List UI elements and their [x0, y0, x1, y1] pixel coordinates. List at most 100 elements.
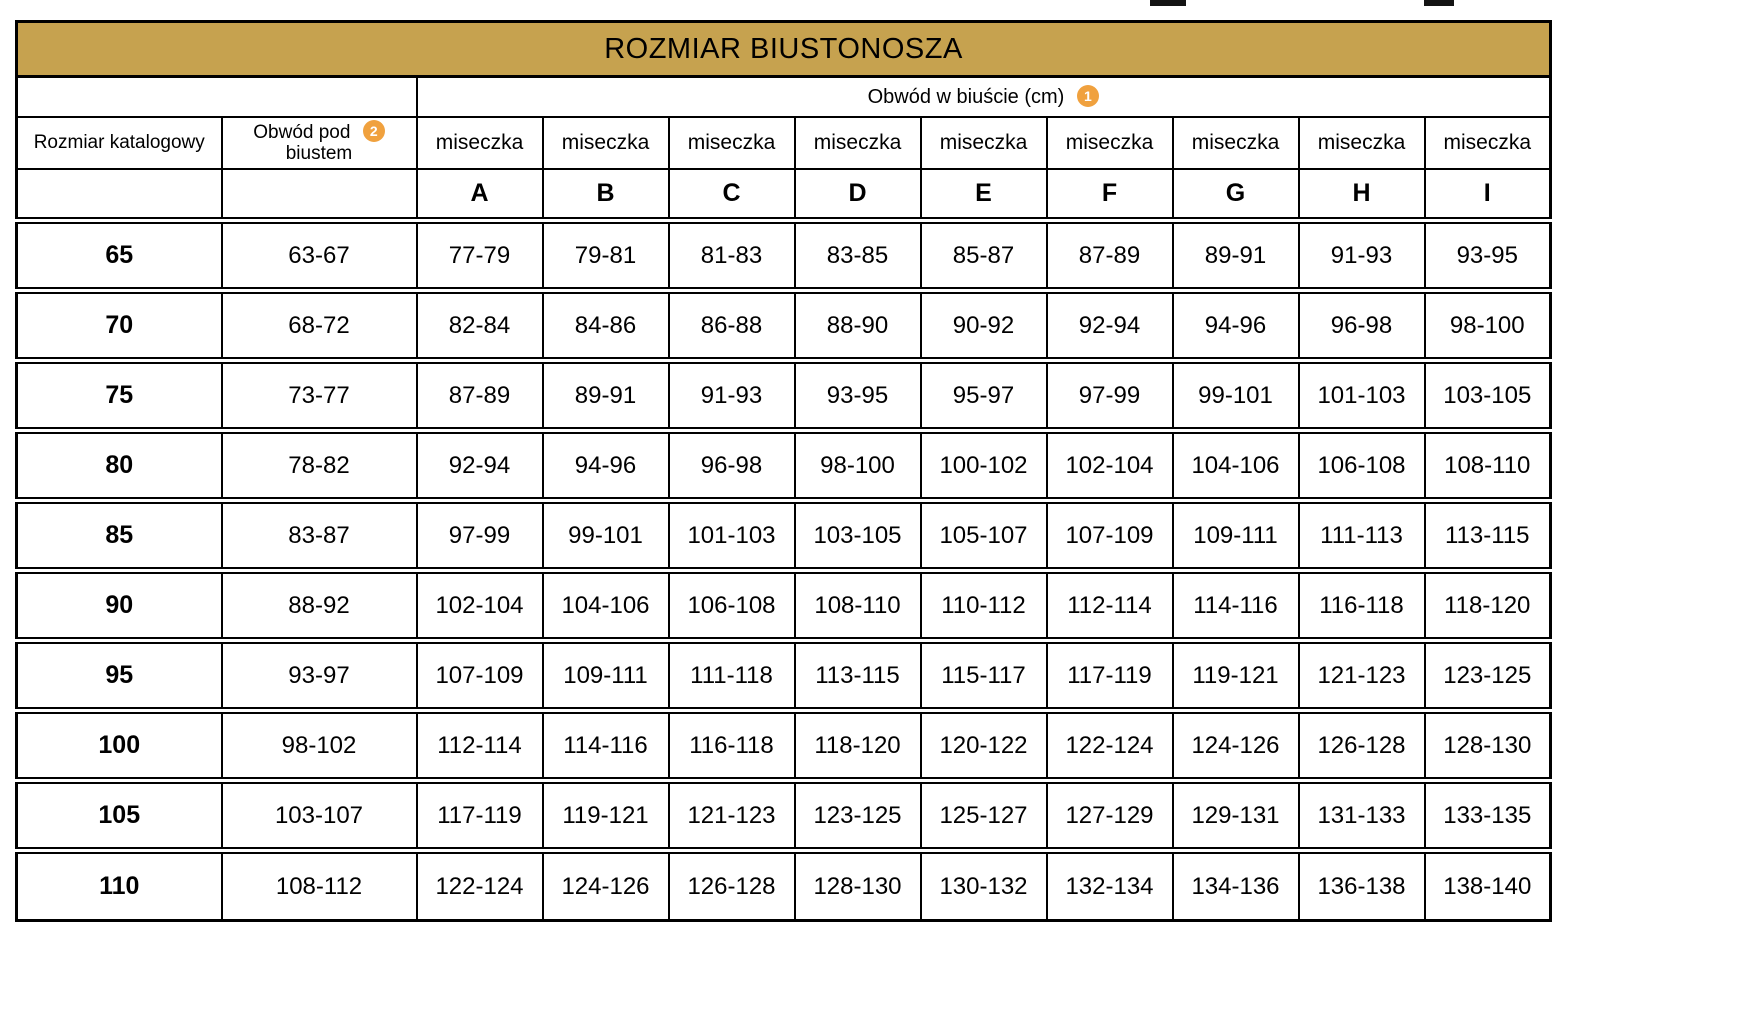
underbust-range-cell: 98-102: [220, 707, 418, 782]
table-row: 105 103-107 117-119 119-121 121-123 123-125 12…: [15, 777, 1552, 852]
cup-letter-header: H: [1297, 167, 1426, 222]
cup-range-cell: 119-121: [541, 777, 670, 852]
cup-range-cell: 104-106: [1171, 427, 1300, 502]
table-row: 95 93-97 107-109 109-111 111-118 113-115 115-1…: [15, 637, 1552, 712]
cup-range-cell: 103-105: [1423, 357, 1552, 432]
table-row: 75 73-77 87-89 89-91 91-93 93-95 95-97 97-99 99-…: [15, 357, 1552, 432]
cup-range-cell: 81-83: [667, 217, 796, 292]
cup-range-cell: 87-89: [1045, 217, 1174, 292]
cup-range-cell: 123-125: [793, 777, 922, 852]
underbust-range-cell: 103-107: [220, 777, 418, 852]
cup-header: miseczka: [919, 115, 1048, 170]
cup-header: miseczka: [1045, 115, 1174, 170]
cup-range-cell: 117-119: [415, 777, 544, 852]
cup-letter-header: A: [415, 167, 544, 222]
cup-range-cell: 131-133: [1297, 777, 1426, 852]
cup-range-cell: 116-118: [1297, 567, 1426, 642]
catalog-size-cell: 85: [15, 497, 223, 572]
table-row: 100 98-102 112-114 114-116 116-118 118-120 120…: [15, 707, 1552, 782]
cup-range-cell: 121-123: [667, 777, 796, 852]
cup-range-cell: 112-114: [1045, 567, 1174, 642]
cup-range-cell: 99-101: [1171, 357, 1300, 432]
cup-letters-row: A B C D E F G H I: [15, 167, 1552, 222]
cup-range-cell: 89-91: [1171, 217, 1300, 292]
table-title: ROZMIAR BIUSTONOSZA: [15, 20, 1552, 78]
underbust-range-cell: 83-87: [220, 497, 418, 572]
cup-range-cell: 84-86: [541, 287, 670, 362]
cup-range-cell: 105-107: [919, 497, 1048, 572]
footnote-1-badge: 1: [1076, 84, 1099, 107]
cup-range-cell: 108-110: [1423, 427, 1552, 502]
cup-header: miseczka: [1297, 115, 1426, 170]
cup-header: miseczka: [1423, 115, 1552, 170]
cup-range-cell: 93-95: [1423, 217, 1552, 292]
crop-artifact: [1150, 0, 1186, 6]
cup-range-cell: 121-123: [1297, 637, 1426, 712]
cup-range-cell: 106-108: [667, 567, 796, 642]
cup-range-cell: 125-127: [919, 777, 1048, 852]
empty-cell: [15, 75, 418, 118]
underbust-range-cell: 73-77: [220, 357, 418, 432]
cup-range-cell: 94-96: [1171, 287, 1300, 362]
cup-range-cell: 108-110: [793, 567, 922, 642]
catalog-size-cell: 70: [15, 287, 223, 362]
cup-range-cell: 85-87: [919, 217, 1048, 292]
table-row: 110 108-112 122-124 124-126 126-128 128-130 13…: [15, 847, 1552, 922]
table-row: 65 63-67 77-79 79-81 81-83 83-85 85-87 87-89 89-…: [15, 217, 1552, 292]
cup-range-cell: 111-118: [667, 637, 796, 712]
table-row: 85 83-87 97-99 99-101 101-103 103-105 105-107 1…: [15, 497, 1552, 572]
cup-header: miseczka: [667, 115, 796, 170]
cup-range-cell: 130-132: [919, 847, 1048, 922]
title-row: ROZMIAR BIUSTONOSZA: [15, 20, 1552, 78]
cup-range-cell: 95-97: [919, 357, 1048, 432]
cup-range-cell: 103-105: [793, 497, 922, 572]
cup-range-cell: 102-104: [415, 567, 544, 642]
cup-range-cell: 124-126: [541, 847, 670, 922]
cup-letter-header: D: [793, 167, 922, 222]
bust-circumference-label: Obwód w biuście (cm): [867, 85, 1065, 108]
cup-range-cell: 97-99: [1045, 357, 1174, 432]
bust-group-row: Obwód w biuście (cm) 1: [15, 75, 1552, 118]
underbust-range-cell: 88-92: [220, 567, 418, 642]
cup-range-cell: 92-94: [1045, 287, 1174, 362]
cup-range-cell: 112-114: [415, 707, 544, 782]
cup-range-cell: 138-140: [1423, 847, 1552, 922]
cup-range-cell: 128-130: [793, 847, 922, 922]
cup-range-cell: 92-94: [415, 427, 544, 502]
cup-range-cell: 107-109: [415, 637, 544, 712]
cup-range-cell: 101-103: [1297, 357, 1426, 432]
cup-range-cell: 98-100: [793, 427, 922, 502]
cup-range-cell: 90-92: [919, 287, 1048, 362]
cup-range-cell: 88-90: [793, 287, 922, 362]
cup-range-cell: 118-120: [793, 707, 922, 782]
cup-range-cell: 118-120: [1423, 567, 1552, 642]
underbust-range-cell: 93-97: [220, 637, 418, 712]
cup-range-cell: 104-106: [541, 567, 670, 642]
bra-size-chart-table: ROZMIAR BIUSTONOSZA Obwód w biuście (cm)…: [15, 20, 1553, 922]
cup-range-cell: 113-115: [793, 637, 922, 712]
cup-range-cell: 129-131: [1171, 777, 1300, 852]
catalog-size-cell: 100: [15, 707, 223, 782]
underbust-range-cell: 63-67: [220, 217, 418, 292]
cup-range-cell: 114-116: [1171, 567, 1300, 642]
cup-range-cell: 120-122: [919, 707, 1048, 782]
cup-range-cell: 83-85: [793, 217, 922, 292]
cup-range-cell: 126-128: [667, 847, 796, 922]
cup-range-cell: 133-135: [1423, 777, 1552, 852]
cup-header: miseczka: [793, 115, 922, 170]
cup-header: miseczka: [541, 115, 670, 170]
table-row: 80 78-82 92-94 94-96 96-98 98-100 100-102 102-1…: [15, 427, 1552, 502]
catalog-size-cell: 95: [15, 637, 223, 712]
cup-range-cell: 99-101: [541, 497, 670, 572]
underbust-range-cell: 108-112: [220, 847, 418, 922]
cup-range-cell: 111-113: [1297, 497, 1426, 572]
empty-cell: [15, 167, 223, 222]
cup-range-cell: 109-111: [541, 637, 670, 712]
cup-range-cell: 96-98: [667, 427, 796, 502]
underbust-label-line2: biustem: [285, 143, 353, 165]
cup-range-cell: 122-124: [1045, 707, 1174, 782]
cup-range-cell: 102-104: [1045, 427, 1174, 502]
cup-range-cell: 89-91: [541, 357, 670, 432]
cup-range-cell: 136-138: [1297, 847, 1426, 922]
cup-range-cell: 86-88: [667, 287, 796, 362]
